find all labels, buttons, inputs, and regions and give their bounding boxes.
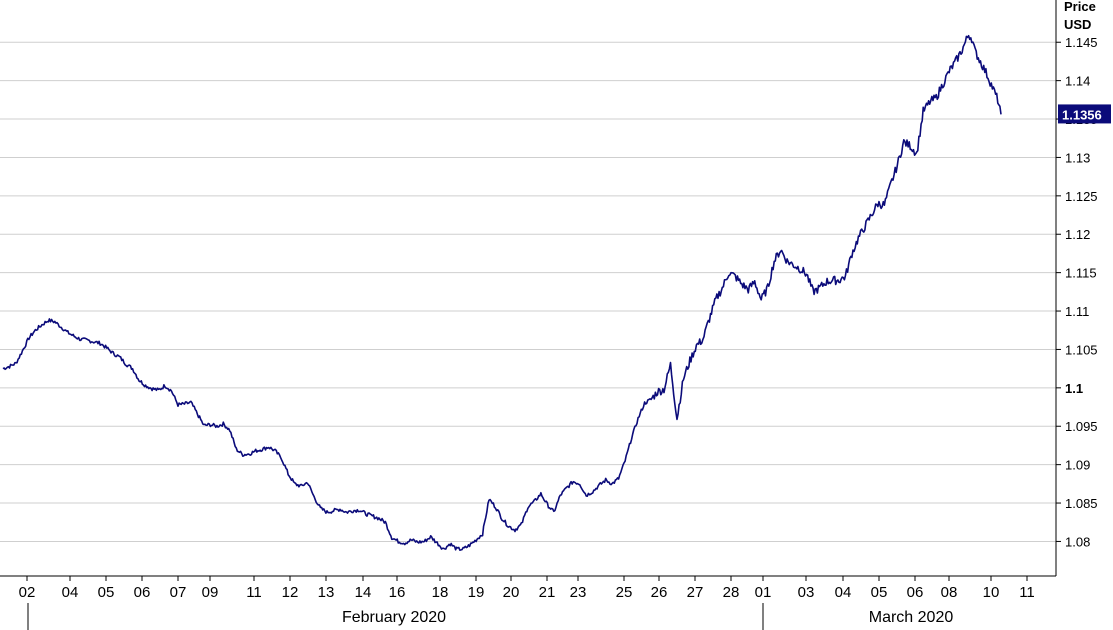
y-tick-label: 1.12: [1065, 227, 1090, 242]
x-tick-label: 26: [651, 584, 668, 601]
last-price-badge: 1.1356: [1058, 104, 1111, 124]
x-tick-label: 03: [798, 584, 815, 601]
last-price-label: 1.1356: [1062, 107, 1102, 122]
x-tick-label: 16: [389, 584, 406, 601]
x-tick-label: 23: [570, 584, 587, 601]
x-tick-label: 04: [62, 584, 79, 601]
x-tick-label: 25: [616, 584, 633, 601]
x-tick-label: 19: [468, 584, 485, 601]
gridlines: [0, 41, 1056, 542]
x-tick-label: 07: [170, 584, 187, 601]
month-label: February 2020: [342, 609, 446, 626]
x-tick-label: 02: [19, 584, 36, 601]
y-tick-label: 1.11: [1065, 304, 1089, 319]
x-tick-label: 20: [503, 584, 520, 601]
y-axis-title-price: Price: [1064, 0, 1096, 14]
y-axis-title-usd: USD: [1064, 17, 1091, 32]
x-tick-label: 28: [723, 584, 740, 601]
x-tick-label: 09: [202, 584, 219, 601]
x-tick-label: 05: [871, 584, 888, 601]
y-tick-label: 1.14: [1065, 74, 1090, 89]
x-tick-label: 12: [282, 584, 299, 601]
y-axis-ticks: 1.08 1.085 1.09 1.095 1.1 1.105 1.11 1.115 1.12 1…: [1055, 0, 1098, 576]
month-label: March 2020: [869, 609, 954, 626]
y-tick-label: 1.08: [1065, 534, 1090, 549]
x-tick-label: 18: [432, 584, 449, 601]
x-tick-label: 08: [941, 584, 958, 601]
y-tick-label: 1.125: [1065, 189, 1098, 204]
x-tick-label: 21: [539, 584, 556, 601]
x-tick-label: 01: [755, 584, 772, 601]
x-tick-label: 06: [134, 584, 151, 601]
last-price-badge-bg: [1058, 104, 1111, 124]
y-tick-label: 1.115: [1065, 266, 1097, 281]
x-tick-label: 04: [835, 584, 852, 601]
y-tick-label: 1.13: [1065, 150, 1090, 165]
x-tick-label: 06: [907, 584, 924, 601]
price-line: [2, 34, 1002, 551]
x-tick-label: 11: [1019, 584, 1035, 601]
x-tick-label: 13: [318, 584, 335, 601]
y-tick-label: 1.145: [1065, 35, 1098, 50]
x-axis: 02 04 05 06 07 09 11 12 13 14 16 18 19 20 21 23 25 26 27 28…: [0, 575, 1056, 630]
y-tick-label: 1.085: [1065, 496, 1098, 511]
x-tick-label: 10: [983, 584, 1000, 601]
y-tick-label: 1.105: [1065, 342, 1098, 357]
x-tick-label: 05: [98, 584, 115, 601]
x-tick-label: 27: [687, 584, 704, 601]
y-tick-label: 1.1: [1065, 381, 1083, 396]
y-tick-label: 1.09: [1065, 458, 1090, 473]
x-tick-label: 11: [246, 584, 262, 601]
x-tick-label: 14: [355, 584, 372, 601]
y-tick-label: 1.095: [1065, 419, 1098, 434]
